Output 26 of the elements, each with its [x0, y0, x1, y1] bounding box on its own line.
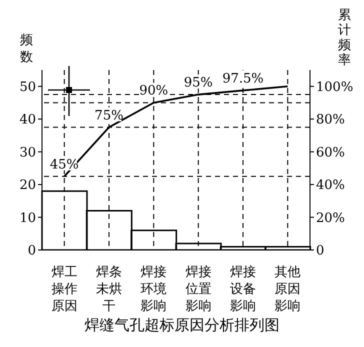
- data-label: 95%: [184, 76, 213, 91]
- x-tick-label: 焊接位置影响: [185, 265, 212, 314]
- y2-axis-title: 累计频率: [338, 8, 352, 68]
- y2-tick-label: 20%: [316, 210, 345, 226]
- x-tick-label: 其他原因影响: [274, 265, 301, 314]
- y-tick-label: 50: [19, 80, 36, 95]
- y-axis-title: 频数: [20, 32, 34, 66]
- x-tick-label: 焊工操作原因: [51, 265, 78, 314]
- y2-tick-label: 0: [316, 244, 324, 259]
- x-tick-label: 焊条未烘干: [96, 265, 122, 314]
- y-tick-label: 30: [19, 145, 36, 160]
- x-tick-label: 焊接环境影响: [140, 265, 167, 314]
- y-tick-label: 0: [28, 244, 36, 259]
- y2-tick-label: 60%: [316, 145, 345, 160]
- data-label: 45%: [50, 157, 79, 172]
- y-tick-label: 10: [19, 210, 36, 226]
- x-tick-label: 焊接设备影响: [230, 265, 256, 314]
- y-tick-label: 40: [19, 112, 36, 128]
- y-tick-label: 20: [19, 178, 36, 194]
- text: 焊缝气孔超标原因分析排列图: [84, 316, 280, 335]
- data-label: 97.5%: [222, 71, 264, 86]
- data-label: 90%: [139, 84, 168, 99]
- y2-tick-label: 100%: [316, 80, 354, 95]
- y2-tick-label: 80%: [316, 112, 345, 128]
- data-label: 75%: [94, 108, 124, 124]
- y2-tick-label: 40%: [316, 178, 345, 194]
